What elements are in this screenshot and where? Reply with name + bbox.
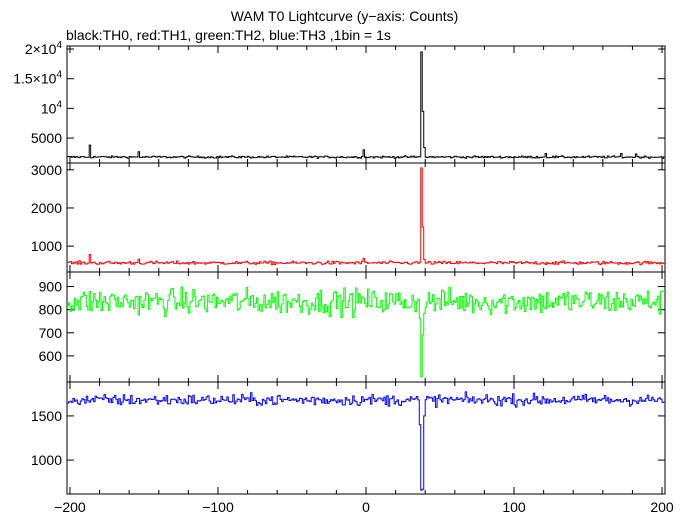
series-th3-line [67, 391, 665, 491]
y-tick-label: 104 [41, 99, 63, 116]
y-tick-label: 2×104 [25, 40, 63, 57]
x-tick-label: −200 [54, 499, 86, 515]
panel-frame [66, 162, 666, 273]
series-th0-line [67, 51, 665, 159]
panel-frame [66, 45, 666, 164]
panel-th0: 5000 104 1.5×104 2×104 [13, 40, 666, 164]
panel-th3: 1000 1500 [31, 381, 666, 495]
chart-title: WAM T0 Lightcurve (y−axis: Counts) [230, 8, 459, 24]
x-tick-label: 0 [362, 499, 370, 515]
panel-th1: 1000 2000 3000 [31, 162, 666, 273]
y-tick-label: 1000 [31, 452, 62, 468]
panel-th2: 600 700 800 900 [39, 271, 666, 383]
y-tick-label: 1000 [31, 238, 62, 254]
x-tick-label: 100 [502, 499, 526, 515]
series-th2-line [67, 286, 665, 378]
x-tick-label: −100 [202, 499, 234, 515]
y-tick-label: 900 [39, 279, 63, 295]
x-tick-label: 200 [650, 499, 674, 515]
series-th1-line [67, 167, 665, 266]
panel-frame [66, 271, 666, 383]
y-tick-label: 700 [39, 325, 63, 341]
y-tick-label: 1.5×104 [13, 70, 62, 87]
y-tick-label: 1500 [31, 408, 62, 424]
chart-subtitle: black:TH0, red:TH1, green:TH2, blue:TH3 … [66, 27, 391, 43]
y-tick-label: 5000 [31, 130, 62, 146]
y-tick-label: 800 [39, 302, 63, 318]
y-tick-label: 3000 [31, 162, 62, 178]
y-tick-label: 2000 [31, 200, 62, 216]
y-tick-label: 600 [39, 348, 63, 364]
